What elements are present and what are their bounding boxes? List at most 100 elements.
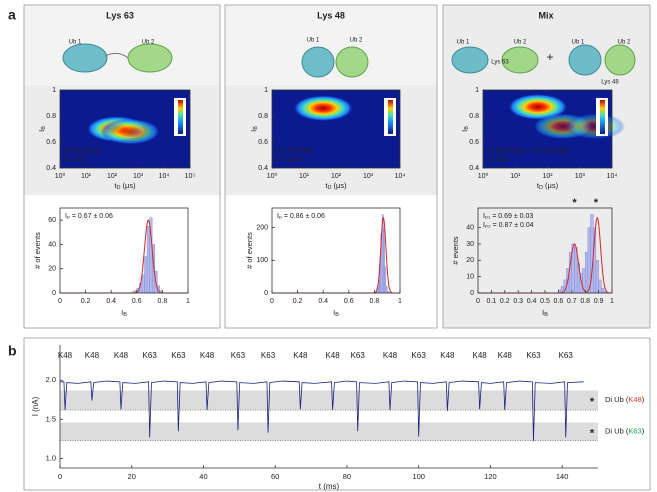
- y-axis-label: # of events: [33, 232, 42, 269]
- fit-annotation: Iₚ₁ = 0.69 ± 0.03: [483, 213, 533, 220]
- plot-frame: [482, 89, 613, 169]
- event-label: K48: [325, 351, 340, 360]
- colorbar: [178, 100, 183, 134]
- x-tick-label: 0.1: [487, 298, 497, 305]
- panel-box: [23, 337, 651, 491]
- column-title: Mix: [538, 10, 553, 20]
- label-sub: B: [335, 312, 339, 318]
- label-sub: B: [41, 126, 47, 130]
- event-label: K63: [231, 351, 246, 360]
- protein-label: +: [546, 50, 553, 64]
- x-tick-label: 80: [343, 472, 351, 481]
- event-label: K48: [85, 351, 100, 360]
- plot-frame: [59, 89, 191, 169]
- band-label: Di Ub (K63): [605, 427, 645, 436]
- y-tick-label: 0.4: [258, 165, 268, 172]
- x-axis-label: tD (μs): [537, 181, 559, 191]
- x-tick-label: 0.5: [540, 298, 550, 305]
- event-label: K48: [293, 351, 308, 360]
- y-axis-label: I (nA): [31, 396, 40, 416]
- label-unit: (μs): [331, 181, 347, 190]
- band-label-tag: K48: [628, 395, 641, 404]
- x-tick-label: 10¹: [81, 173, 92, 180]
- y-axis-label: IB: [37, 126, 47, 132]
- current-band: [60, 390, 598, 411]
- y-tick-label: 0.8: [46, 113, 56, 120]
- heatmap-annotation: N =1037: [276, 157, 303, 164]
- peak-marker: *: [594, 197, 599, 209]
- histogram-bar: [595, 260, 599, 294]
- protein-label: Ub 2: [142, 40, 155, 46]
- band-label-prefix: Di Ub (: [605, 427, 629, 436]
- x-tick-label: 140: [556, 472, 569, 481]
- y-tick-label: 2.0: [46, 375, 56, 384]
- x-tick-label: 1: [398, 298, 402, 305]
- y-tick-label: 0.6: [469, 139, 479, 146]
- y-tick-label: 20: [48, 266, 56, 273]
- protein-label: Ub 2: [618, 40, 631, 46]
- band-marker: *: [590, 396, 595, 408]
- protein-label: Ub 1: [572, 40, 585, 46]
- y-tick-label: 1.5: [46, 414, 56, 423]
- y-tick-label: 1: [264, 87, 268, 94]
- protein-cartoons: [62, 43, 636, 78]
- y-tick-label: 30: [466, 241, 474, 248]
- label-main: I: [121, 308, 123, 317]
- x-tick-label: 10⁴: [607, 173, 618, 180]
- event-label: K63: [412, 351, 427, 360]
- y-tick-label: 60: [48, 217, 56, 224]
- x-tick-label: 10¹: [299, 173, 310, 180]
- x-tick-label: 0: [58, 298, 62, 305]
- y-tick-label: 0.4: [469, 165, 479, 172]
- protein-label: Ub 1: [307, 38, 320, 44]
- plot-frame: [271, 89, 401, 169]
- x-tick-label: 10³: [575, 173, 586, 180]
- current-band: [60, 422, 598, 441]
- x-tick-label: 0.8: [370, 298, 380, 305]
- plot-frame: [59, 207, 189, 294]
- x-tick-label: 100: [412, 472, 425, 481]
- heatmap-annotation: Di Ub (K63): [64, 148, 101, 155]
- x-axis-label: IB: [333, 308, 339, 318]
- protein-label: Ub 2: [350, 38, 363, 44]
- x-tick-label: 0.9: [594, 298, 604, 305]
- x-tick-label: 0: [476, 298, 480, 305]
- label-sub: B: [544, 312, 548, 318]
- band-label-suffix: ): [642, 427, 645, 436]
- label-sub: B: [464, 126, 470, 130]
- fit-annotation: Iₚ = 0.67 ± 0.06: [65, 213, 113, 220]
- band-label: Di Ub (K48): [605, 395, 645, 404]
- panel-label: a: [8, 7, 16, 23]
- peak-marker: *: [572, 197, 577, 209]
- y-axis-label: # of events: [245, 232, 254, 269]
- histogram-bar: [141, 274, 145, 294]
- y-tick-label: 1.0: [46, 454, 56, 463]
- protein-label: Lys 48: [601, 80, 619, 86]
- hotspot: [100, 118, 161, 145]
- histogram-bar: [601, 287, 605, 294]
- event-label: K63: [526, 351, 541, 360]
- y-tick-label: 10: [466, 273, 474, 280]
- x-tick-label: 0.8: [580, 298, 590, 305]
- label-sub: B: [123, 312, 127, 318]
- label-sub: D: [539, 185, 543, 191]
- x-tick-label: 0.2: [500, 298, 510, 305]
- y-tick-label: 100: [256, 257, 268, 264]
- x-tick-label: 10⁵: [185, 173, 196, 180]
- x-tick-label: 0.2: [81, 298, 91, 305]
- label-main: I: [37, 130, 46, 132]
- hotspot: [565, 113, 626, 140]
- band-label-tag: K63: [628, 427, 641, 436]
- event-label: K63: [261, 351, 276, 360]
- y-tick-label: 40: [48, 241, 56, 248]
- label-sub: D: [327, 185, 331, 191]
- x-tick-label: 10⁰: [478, 172, 489, 180]
- x-tick-label: 10²: [107, 173, 118, 180]
- x-tick-label: 10⁴: [395, 173, 406, 180]
- label-sub: B: [253, 126, 259, 130]
- label-unit: (μs): [120, 181, 136, 190]
- label-main: I: [542, 308, 544, 317]
- y-tick-label: 0.4: [46, 165, 56, 172]
- column-title: Lys 48: [317, 10, 345, 20]
